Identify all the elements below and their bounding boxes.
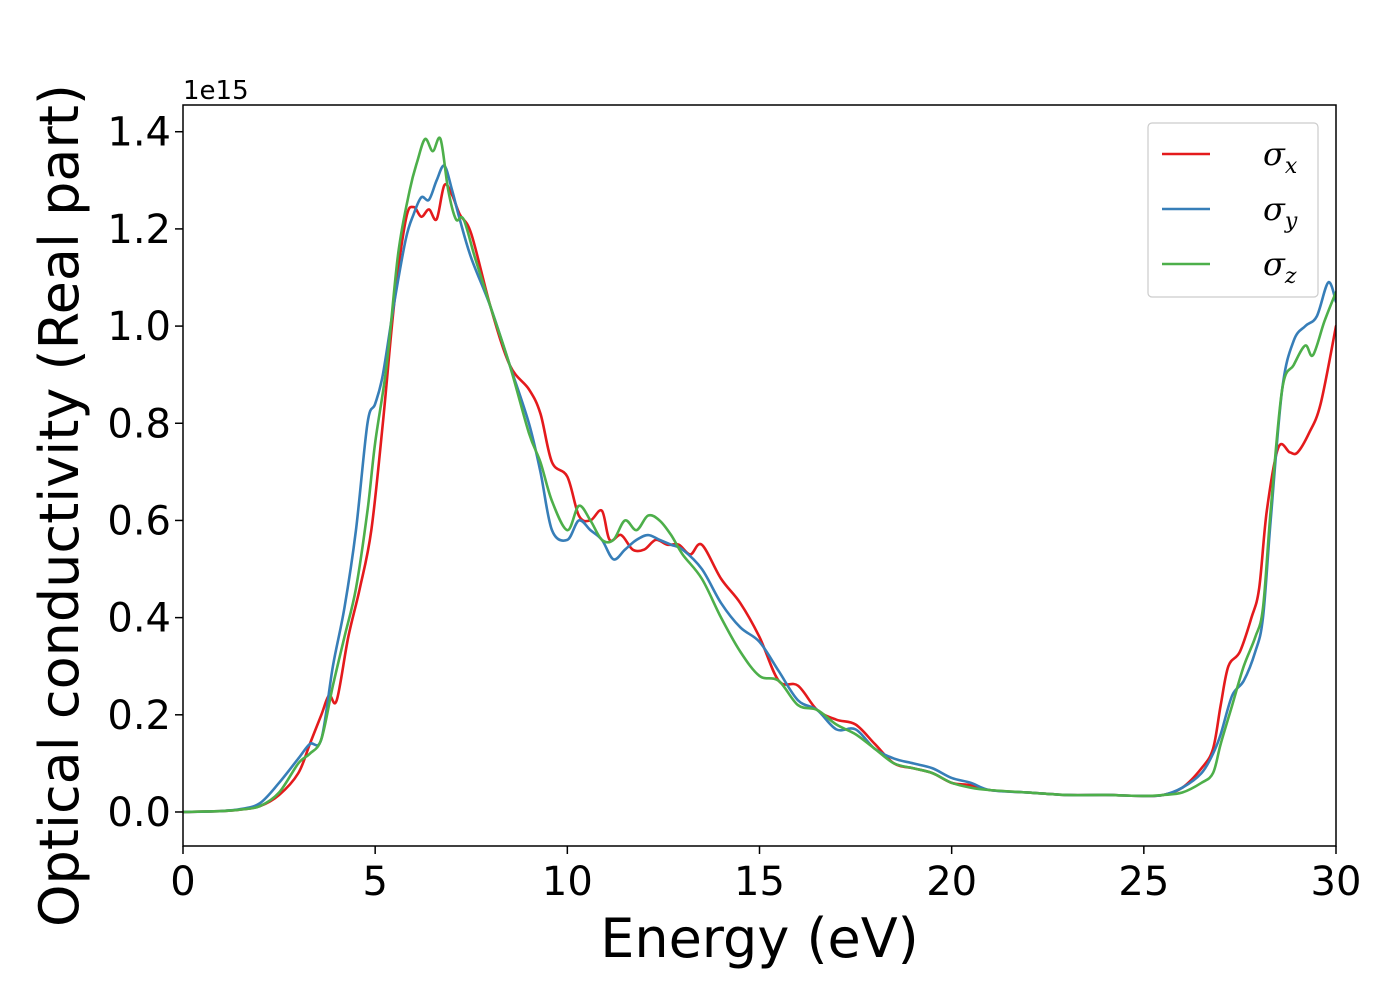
legend-box — [1147, 122, 1319, 298]
x-tick-label: 30 — [1311, 859, 1362, 905]
series-line-y — [183, 164, 1336, 814]
x-tick-label: 20 — [926, 859, 977, 905]
x-axis-title: Energy (eV) — [600, 907, 919, 970]
legend-label-y: σy — [1263, 190, 1298, 234]
legend-label-z: σz — [1263, 245, 1297, 289]
x-tick-label: 10 — [542, 859, 593, 905]
y-tick-label: 1.0 — [107, 304, 171, 350]
series-line-z — [183, 136, 1336, 814]
x-axis: 0 5 10 15 20 25 30 — [170, 846, 1361, 905]
legend-label-x: σx — [1263, 135, 1298, 179]
x-tick-label: 15 — [734, 859, 785, 905]
y-tick-label: 0.4 — [107, 596, 171, 642]
y-tick-label: 1.4 — [107, 110, 171, 156]
y-axis-offset-label: 1e15 — [183, 76, 249, 106]
series-layer — [183, 136, 1336, 814]
y-axis-title: Optical conductivity (Real part) — [28, 84, 91, 927]
y-tick-label: 0.6 — [107, 498, 171, 544]
y-tick-label: 1.2 — [107, 207, 171, 253]
x-tick-label: 25 — [1118, 859, 1169, 905]
x-tick-label: 5 — [362, 859, 387, 905]
legend: σx σy σz — [1147, 122, 1319, 298]
y-axis: 0.0 0.2 0.4 0.6 0.8 1.0 1.2 1.4 — [107, 110, 183, 836]
x-tick-label: 0 — [170, 859, 195, 905]
y-tick-label: 0.2 — [107, 693, 171, 739]
y-tick-label: 0.0 — [107, 790, 171, 836]
y-tick-label: 0.8 — [107, 401, 171, 447]
